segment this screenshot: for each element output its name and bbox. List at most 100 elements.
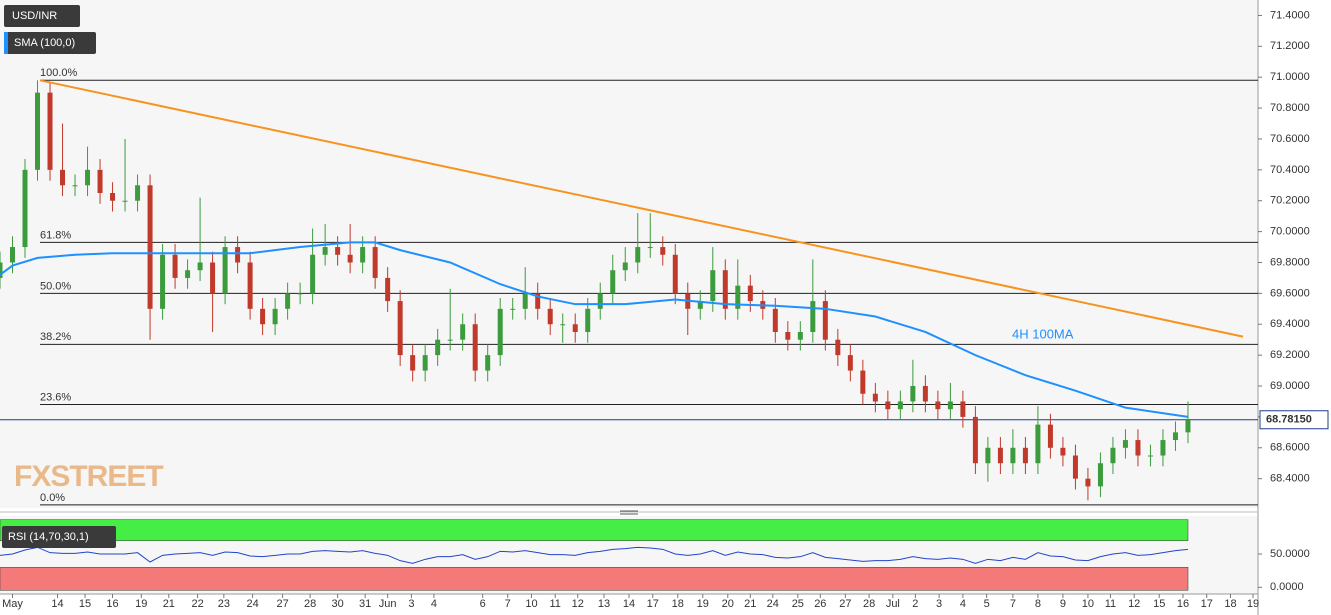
x-tick-label: 11 [1105, 598, 1116, 610]
candle-body [35, 92, 41, 170]
candle-body [572, 324, 578, 332]
y-tick-label: 69.2000 [1270, 349, 1310, 361]
y-tick-label: 71.2000 [1270, 40, 1310, 52]
candle-body [435, 339, 441, 356]
y-tick-label: 69.4000 [1270, 318, 1310, 330]
candle-body [147, 185, 153, 309]
x-tick-label: 6 [480, 598, 486, 610]
candle-body [872, 393, 878, 402]
candle-body [1047, 424, 1053, 448]
candle-body [610, 270, 616, 294]
y-tick-label: 70.4000 [1270, 164, 1310, 176]
candle-body [822, 301, 828, 340]
candle-body [122, 200, 128, 202]
candle-body [647, 247, 653, 249]
x-tick-label: 18 [1224, 598, 1236, 610]
candle-body [1110, 447, 1116, 464]
rsi-tick-label: 50.0000 [1270, 548, 1310, 560]
candle-body [1135, 440, 1141, 456]
x-tick-label: 14 [51, 598, 63, 610]
candle-body [960, 401, 966, 417]
y-tick-label: 69.8000 [1270, 256, 1310, 268]
x-tick-label: 24 [767, 598, 779, 610]
x-tick-label: 24 [246, 598, 258, 610]
x-tick-label: 7 [505, 598, 511, 610]
trendline [39, 79, 1244, 338]
candle-body [1185, 419, 1191, 433]
x-tick-label: 3 [936, 598, 942, 610]
candle-body [535, 293, 541, 309]
candle-body [585, 308, 591, 332]
y-tick-label: 70.8000 [1270, 102, 1310, 114]
candle-body [247, 262, 253, 309]
sma-legend-box [4, 32, 96, 54]
candle-body [197, 262, 203, 271]
candle-body [747, 285, 753, 302]
candle-body [672, 254, 678, 294]
x-tick-label: 13 [598, 598, 610, 610]
candle-body [1085, 478, 1091, 487]
candle-body [947, 401, 953, 410]
x-tick-label: 5 [984, 598, 990, 610]
candle-body [385, 277, 391, 302]
x-tick-label: 19 [697, 598, 709, 610]
candle-body [272, 308, 278, 325]
candle-body [935, 401, 941, 410]
y-tick-label: 69.6000 [1270, 287, 1310, 299]
candle-body [85, 169, 91, 186]
x-tick-label: Jul [886, 598, 900, 610]
x-tick-label: 22 [191, 598, 203, 610]
x-tick-label: 4 [431, 598, 437, 610]
candle-body [1022, 447, 1028, 464]
candle-body [485, 355, 491, 371]
x-tick-label: 27 [839, 598, 851, 610]
x-tick-label: 9 [1060, 598, 1066, 610]
x-tick-label: 15 [1153, 598, 1165, 610]
x-tick-label: 19 [135, 598, 147, 610]
candle-body [172, 254, 178, 278]
symbol-label-box [4, 5, 80, 27]
x-tick-label: 26 [814, 598, 826, 610]
candle-body [47, 92, 53, 170]
candle-body [547, 308, 553, 325]
fib-label: 50.0% [40, 280, 71, 292]
x-tick-label: 25 [792, 598, 804, 610]
symbol-label: USD/INR [12, 10, 57, 22]
x-tick-label: 3 [408, 598, 414, 610]
candle-body [410, 355, 416, 371]
candle-body [397, 301, 403, 356]
y-tick-label: 69.0000 [1270, 380, 1310, 392]
candle-body [622, 262, 628, 271]
x-tick-label: 11 [550, 598, 561, 610]
candle-body [1172, 432, 1178, 441]
candle-body [160, 254, 166, 309]
rsi-legend: RSI (14,70,30,1) [8, 531, 89, 543]
x-tick-label: 16 [1177, 598, 1189, 610]
candle-body [997, 447, 1003, 464]
sma-legend: SMA (100,0) [14, 37, 75, 49]
candle-body [72, 185, 78, 187]
candle-body [1097, 463, 1103, 487]
y-tick-label: 70.6000 [1270, 133, 1310, 145]
candle-body [460, 324, 466, 340]
fib-label: 100.0% [40, 67, 78, 79]
candle-body [10, 247, 16, 263]
x-tick-label: 20 [722, 598, 734, 610]
x-tick-label: 21 [163, 598, 175, 610]
y-tick-label: 68.4000 [1270, 473, 1310, 485]
rsi-line [0, 546, 1189, 564]
x-tick-label: 18 [672, 598, 684, 610]
x-tick-label: 8 [1035, 598, 1041, 610]
candle-body [810, 301, 816, 332]
x-tick-label: 7 [1010, 598, 1016, 610]
x-tick-label: 31 [359, 598, 371, 610]
x-tick-label: 15 [79, 598, 91, 610]
x-tick-label: 27 [276, 598, 288, 610]
candle-body [922, 386, 928, 402]
x-tick-label: 28 [863, 598, 875, 610]
candle-body [335, 247, 341, 255]
candle-body [722, 270, 728, 309]
x-tick-label: 19 [1247, 598, 1259, 610]
candle-body [60, 169, 66, 186]
candle-body [885, 401, 891, 410]
